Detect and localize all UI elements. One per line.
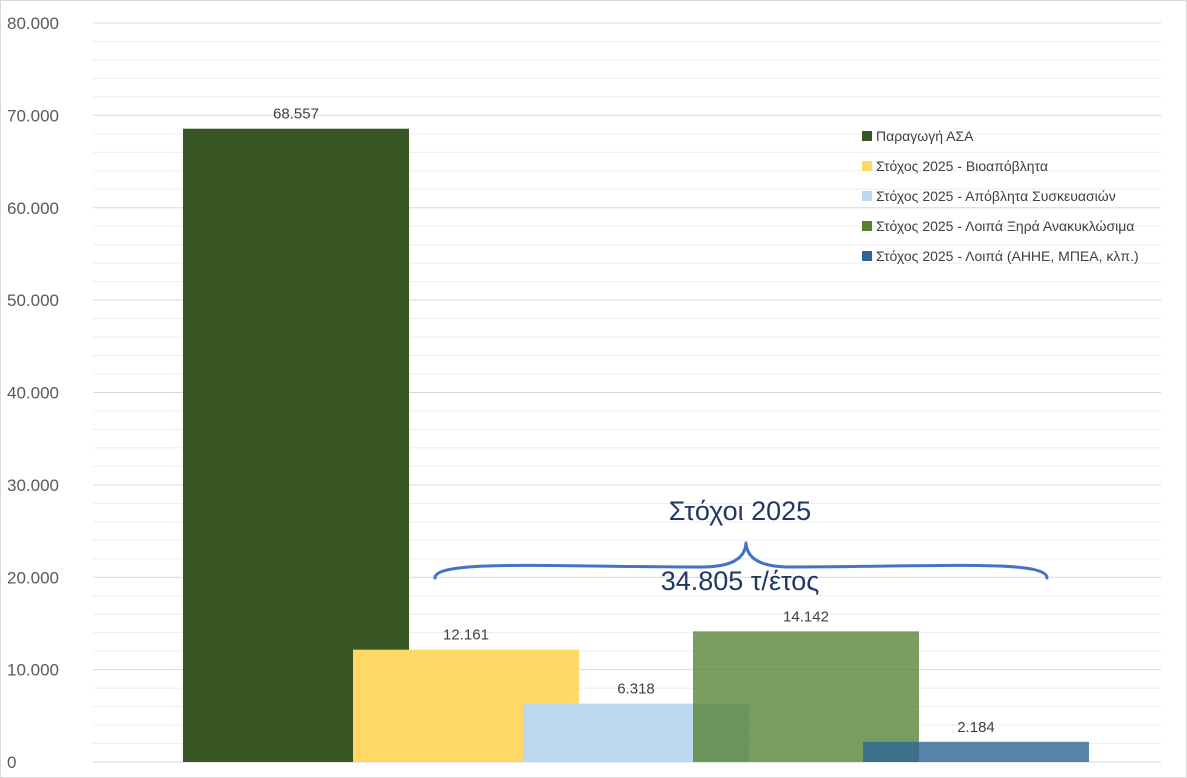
targets-annotation: Στόχοι 2025 34.805 τ/έτος — [433, 496, 1049, 596]
legend-entry: Στόχος 2025 - Λοιπά Ξηρά Ανακυκλώσιμα — [876, 218, 1134, 234]
legend-swatch — [862, 191, 872, 201]
bar-value-label: 2.184 — [957, 719, 995, 736]
legend-swatch — [862, 161, 872, 171]
y-tick-label: 30.000 — [7, 476, 59, 495]
bar-value-label: 68.557 — [273, 106, 319, 123]
legend-entry: Στόχος 2025 - Βιοαπόβλητα — [876, 158, 1048, 174]
legend: Παραγωγή ΑΣΑ Στόχος 2025 - Βιοαπόβλητα Στό… — [862, 128, 1139, 264]
legend-swatch — [862, 251, 872, 261]
annotation-total: 34.805 τ/έτος — [661, 566, 820, 596]
data-labels: 68.557 12.161 6.318 14.142 2.184 — [273, 106, 995, 736]
bar-value-label: 14.142 — [783, 608, 829, 625]
legend-entry: Στόχος 2025 - Απόβλητα Συσκευασιών — [876, 188, 1116, 204]
y-tick-label: 20.000 — [7, 568, 59, 587]
bar-value-label: 6.318 — [617, 681, 655, 698]
bar-value-label: 12.161 — [443, 627, 489, 644]
legend-entry: Στόχος 2025 - Λοιπά (ΑΗΗΕ, ΜΠΕΑ, κλπ.) — [876, 248, 1139, 264]
legend-entry: Παραγωγή ΑΣΑ — [876, 128, 974, 144]
bar — [693, 631, 919, 762]
y-tick-label: 40.000 — [7, 384, 59, 403]
y-tick-label: 0 — [7, 753, 16, 772]
legend-swatch — [862, 131, 872, 141]
annotation-title: Στόχοι 2025 — [669, 496, 811, 526]
y-tick-label: 80.000 — [7, 14, 59, 33]
y-tick-label: 10.000 — [7, 661, 59, 680]
y-tick-label: 50.000 — [7, 291, 59, 310]
bar — [863, 741, 1089, 762]
legend-swatch — [862, 221, 872, 231]
y-tick-label: 60.000 — [7, 199, 59, 218]
y-axis-ticks: 0 10.000 20.000 30.000 40.000 50.000 60.000 70.… — [7, 14, 59, 772]
curly-brace — [433, 541, 1049, 580]
y-tick-label: 70.000 — [7, 106, 59, 125]
bars — [183, 128, 1089, 762]
